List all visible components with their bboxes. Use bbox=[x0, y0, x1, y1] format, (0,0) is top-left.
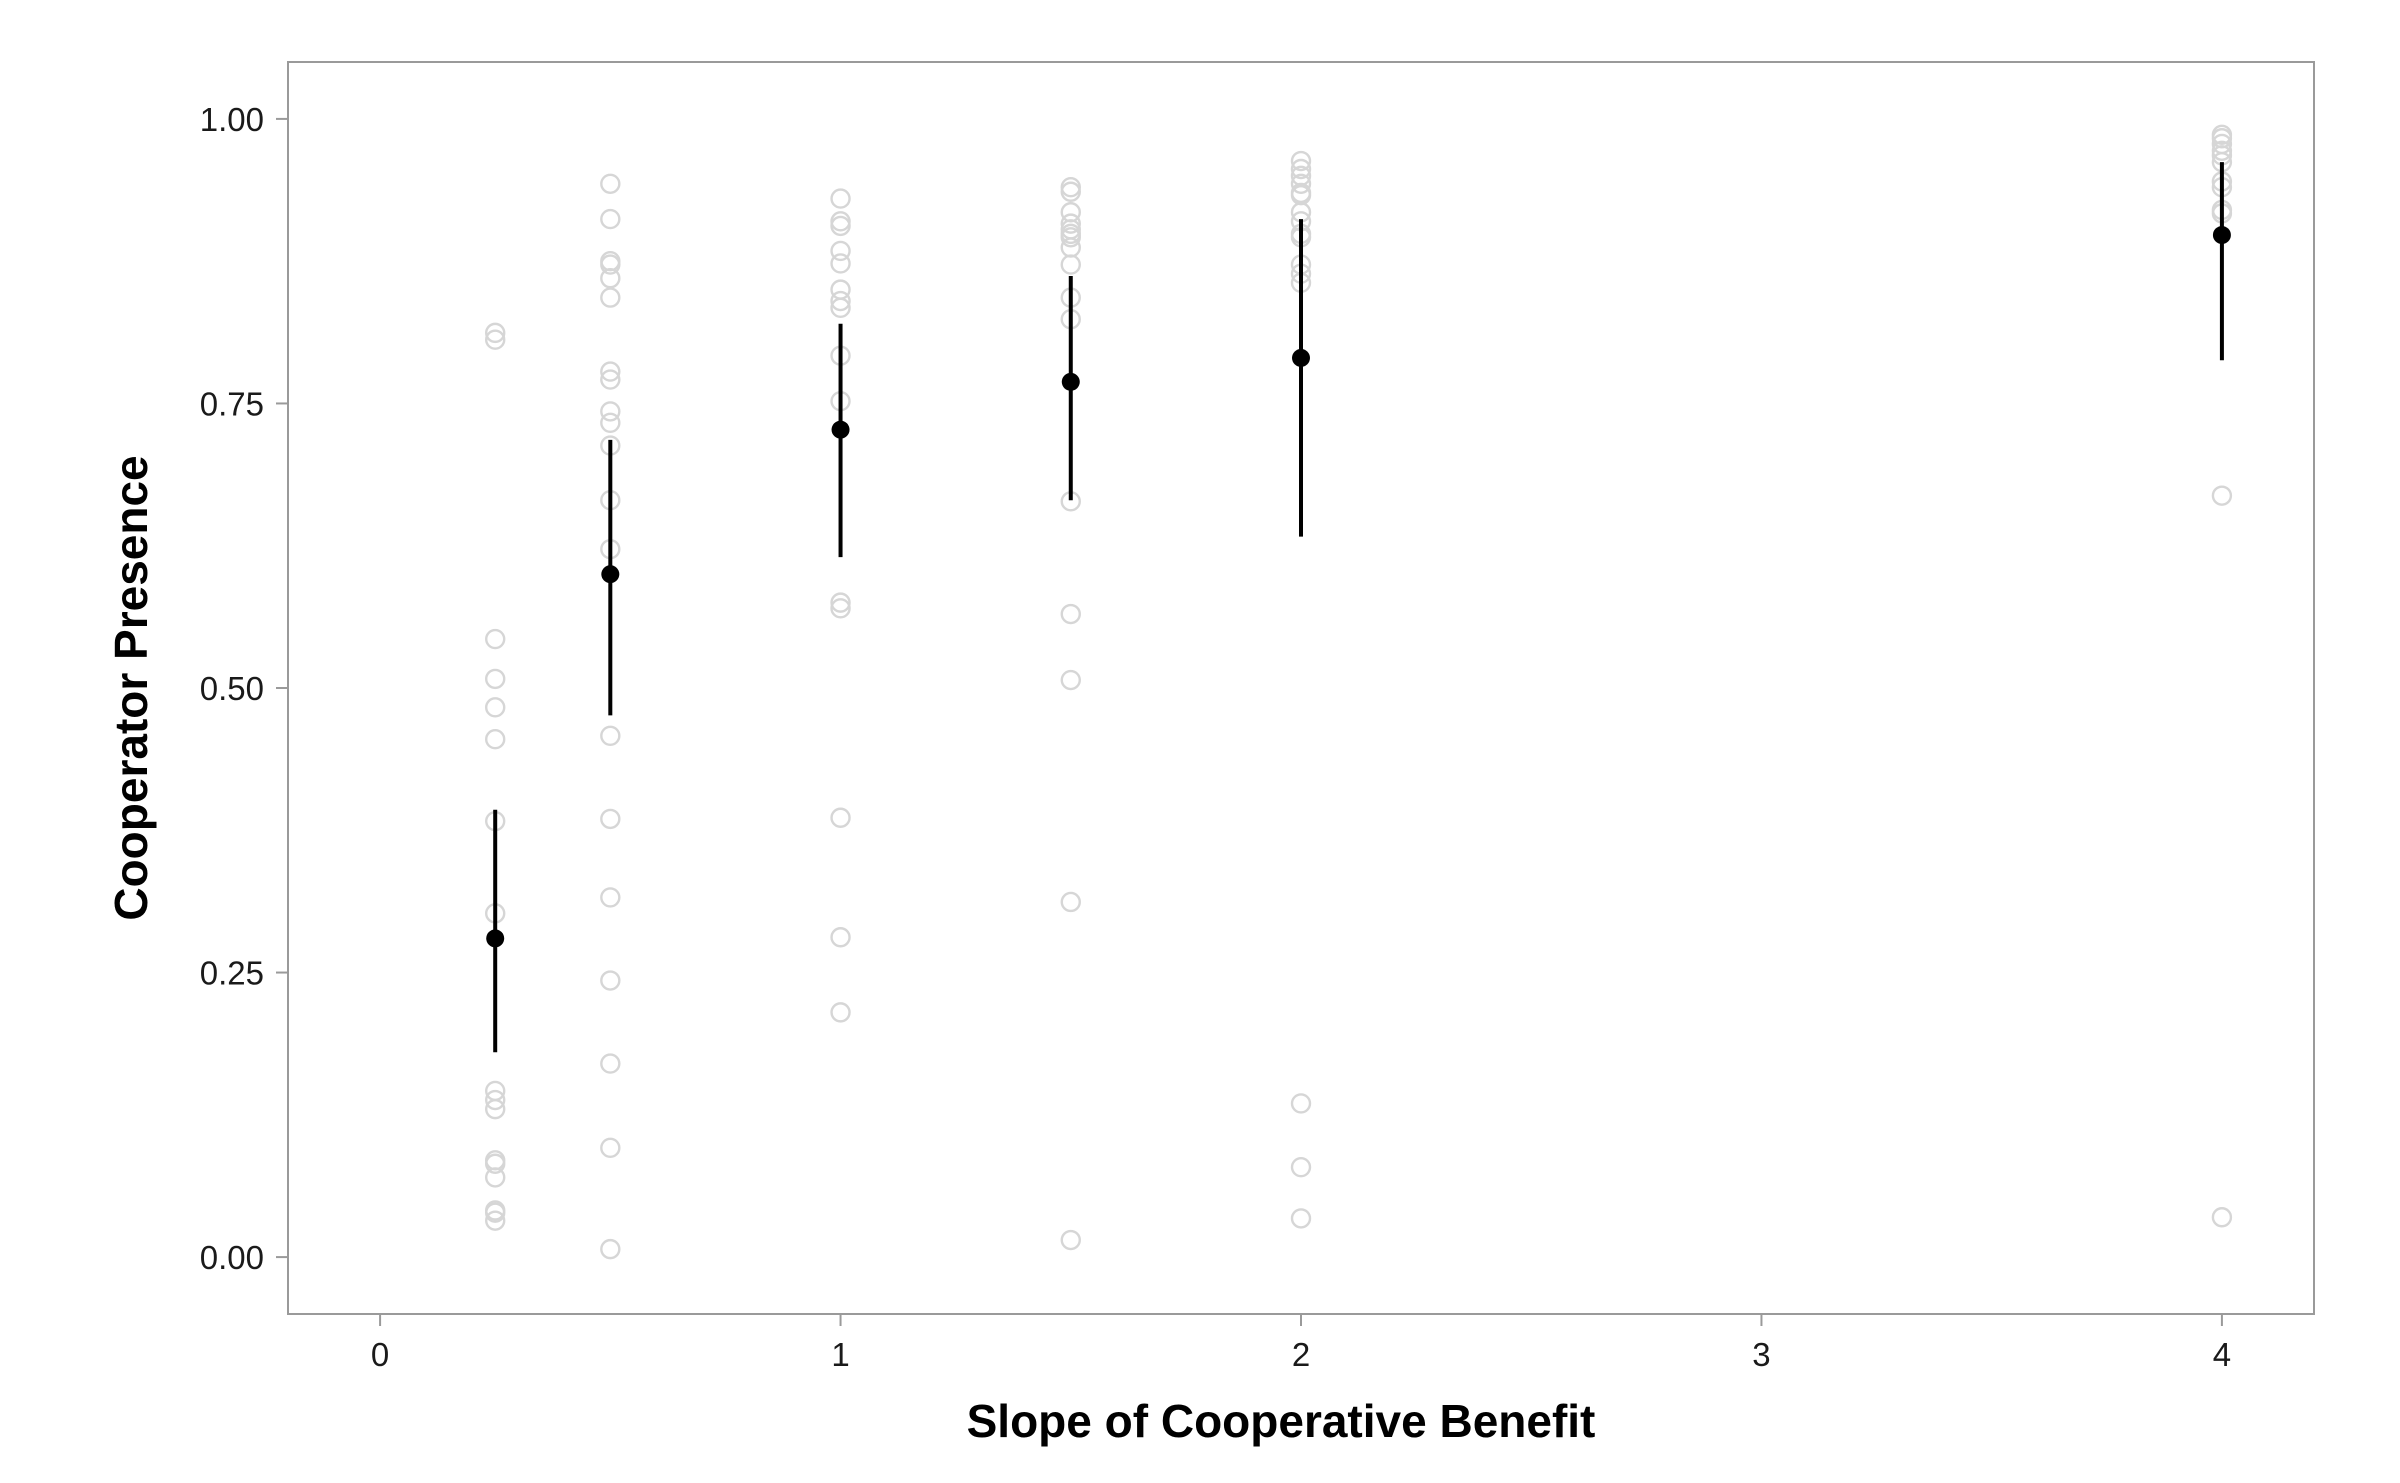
raw-observation-point bbox=[600, 369, 621, 390]
raw-observation-point bbox=[1060, 213, 1081, 234]
raw-observation-point bbox=[1060, 181, 1081, 202]
y-axis-title: Cooperator Presence bbox=[105, 455, 157, 920]
raw-observation-point bbox=[600, 254, 621, 275]
raw-observation-point bbox=[485, 1089, 506, 1111]
mean-point bbox=[1061, 372, 1080, 391]
raw-observations-layer bbox=[485, 124, 2233, 1260]
raw-observation-point bbox=[1060, 237, 1081, 258]
raw-observation-point bbox=[485, 1098, 506, 1120]
y-tick-label: 0.00 bbox=[200, 1239, 264, 1276]
raw-observation-point bbox=[830, 290, 851, 312]
raw-observation-point bbox=[830, 297, 851, 319]
raw-observation-point bbox=[830, 1002, 851, 1023]
raw-observation-point bbox=[600, 1137, 621, 1159]
x-axis: 0 1 2 3 4 bbox=[371, 1314, 2231, 1373]
raw-observation-point bbox=[830, 598, 851, 619]
mean-point bbox=[1292, 348, 1310, 367]
raw-observation-point bbox=[1060, 227, 1081, 248]
raw-observation-point bbox=[830, 253, 851, 274]
raw-observation-point bbox=[1290, 1156, 1312, 1178]
y-axis: 0.00 0.25 0.50 0.75 1.00 bbox=[200, 101, 288, 1276]
y-tick-label: 0.25 bbox=[200, 955, 264, 992]
raw-observation-point bbox=[600, 970, 621, 991]
y-tick-label: 0.75 bbox=[200, 385, 264, 422]
raw-observation-point bbox=[1060, 891, 1081, 913]
x-tick-label: 2 bbox=[1292, 1336, 1310, 1373]
mean-point bbox=[486, 929, 505, 948]
raw-observation-point bbox=[600, 268, 621, 289]
raw-observation-point bbox=[600, 1238, 621, 1260]
raw-observation-point bbox=[485, 1167, 506, 1188]
raw-observation-point bbox=[1060, 1229, 1081, 1251]
raw-observation-point bbox=[830, 592, 851, 613]
raw-observation-point bbox=[1060, 603, 1081, 625]
y-tick-label: 1.00 bbox=[200, 101, 264, 138]
raw-observation-point bbox=[1290, 150, 1312, 172]
raw-observation-point bbox=[485, 1210, 506, 1231]
raw-observation-point bbox=[1290, 158, 1312, 180]
raw-observation-point bbox=[485, 329, 506, 350]
raw-observation-point bbox=[485, 1153, 506, 1174]
raw-observation-point bbox=[1060, 254, 1081, 275]
mean-points-layer bbox=[486, 162, 2231, 1053]
mean-point bbox=[601, 565, 620, 584]
raw-observation-point bbox=[600, 401, 621, 422]
raw-observation-point bbox=[485, 1202, 506, 1223]
mean-point bbox=[2212, 226, 2231, 245]
raw-observation-point bbox=[830, 211, 851, 232]
raw-observation-point bbox=[485, 322, 506, 344]
x-tick-label: 3 bbox=[1752, 1336, 1770, 1373]
raw-observation-point bbox=[1290, 1208, 1312, 1229]
x-tick-label: 0 bbox=[371, 1336, 389, 1373]
raw-observation-point bbox=[600, 208, 621, 230]
raw-observation-point bbox=[600, 887, 621, 908]
raw-observation-point bbox=[2211, 1207, 2233, 1228]
raw-observation-point bbox=[485, 697, 506, 718]
x-tick-label: 4 bbox=[2213, 1336, 2231, 1373]
raw-observation-point bbox=[485, 729, 506, 750]
raw-observation-point bbox=[1060, 669, 1081, 691]
raw-observation-point bbox=[600, 173, 621, 194]
raw-observation-point bbox=[830, 807, 851, 828]
raw-observation-point bbox=[1290, 1093, 1312, 1114]
raw-observation-point bbox=[600, 808, 621, 830]
x-axis-title: Slope of Cooperative Benefit bbox=[967, 1395, 1596, 1447]
raw-observation-point bbox=[600, 287, 621, 308]
raw-observation-point bbox=[600, 361, 621, 382]
raw-observation-point bbox=[1060, 176, 1081, 198]
y-tick-label: 0.50 bbox=[200, 670, 264, 707]
raw-observation-point bbox=[485, 668, 506, 690]
x-tick-label: 1 bbox=[831, 1336, 849, 1373]
raw-observation-point bbox=[600, 725, 621, 747]
raw-observation-point bbox=[830, 240, 851, 262]
raw-observation-point bbox=[1290, 173, 1312, 194]
raw-observation-point bbox=[830, 215, 851, 237]
mean-point bbox=[831, 420, 850, 439]
raw-observation-point bbox=[830, 188, 851, 209]
raw-observation-point bbox=[600, 1053, 621, 1074]
raw-observation-point bbox=[485, 628, 506, 650]
raw-observation-point bbox=[600, 412, 621, 434]
raw-observation-point bbox=[2211, 485, 2233, 506]
raw-observation-point bbox=[830, 927, 851, 948]
